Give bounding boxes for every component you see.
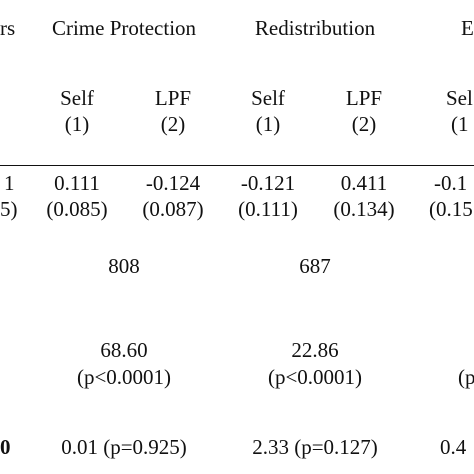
column-number: (1) <box>64 112 90 136</box>
cell: (p<0.0001) <box>267 365 363 389</box>
cell: 0.411 <box>340 171 388 195</box>
column-header: Sel <box>446 86 473 110</box>
group-header: E <box>461 16 474 40</box>
cell: (0.15 <box>429 197 473 221</box>
cell: 687 <box>299 254 331 278</box>
cell: (0.087) <box>142 197 204 221</box>
cell: -0.121 <box>240 171 296 195</box>
cell: 0 <box>0 435 11 459</box>
cell: 1 <box>4 171 15 195</box>
cell: 5) <box>0 197 18 221</box>
cell: (0.134) <box>333 197 395 221</box>
group-header: Crime Protection <box>51 16 197 40</box>
column-header: LPF <box>345 86 383 110</box>
cell: 0.4 <box>440 435 467 459</box>
cell: 68.60 <box>100 338 148 362</box>
column-header: LPF <box>154 86 192 110</box>
cell: 808 <box>108 254 140 278</box>
column-header: Self <box>251 86 285 110</box>
header-cut: rs <box>0 16 16 40</box>
cell: 0.111 <box>54 171 100 195</box>
column-number: (2) <box>351 112 377 136</box>
cell: 22.86 <box>291 338 339 362</box>
cell: 0.01 (p=0.925) <box>61 435 187 459</box>
group-header: Redistribution <box>254 16 376 40</box>
column-number: (1 <box>451 112 469 136</box>
cell: (p<0.0001) <box>76 365 172 389</box>
cell: -0.124 <box>145 171 201 195</box>
column-header: Self <box>60 86 94 110</box>
table-rule <box>0 165 474 166</box>
column-number: (1) <box>255 112 281 136</box>
column-number: (2) <box>160 112 186 136</box>
cell: 2.33 (p=0.127) <box>252 435 378 459</box>
cell: -0.1 <box>434 171 468 195</box>
cell: (p <box>458 365 474 389</box>
cell: (0.085) <box>46 197 108 221</box>
cell: (0.111) <box>238 197 298 221</box>
